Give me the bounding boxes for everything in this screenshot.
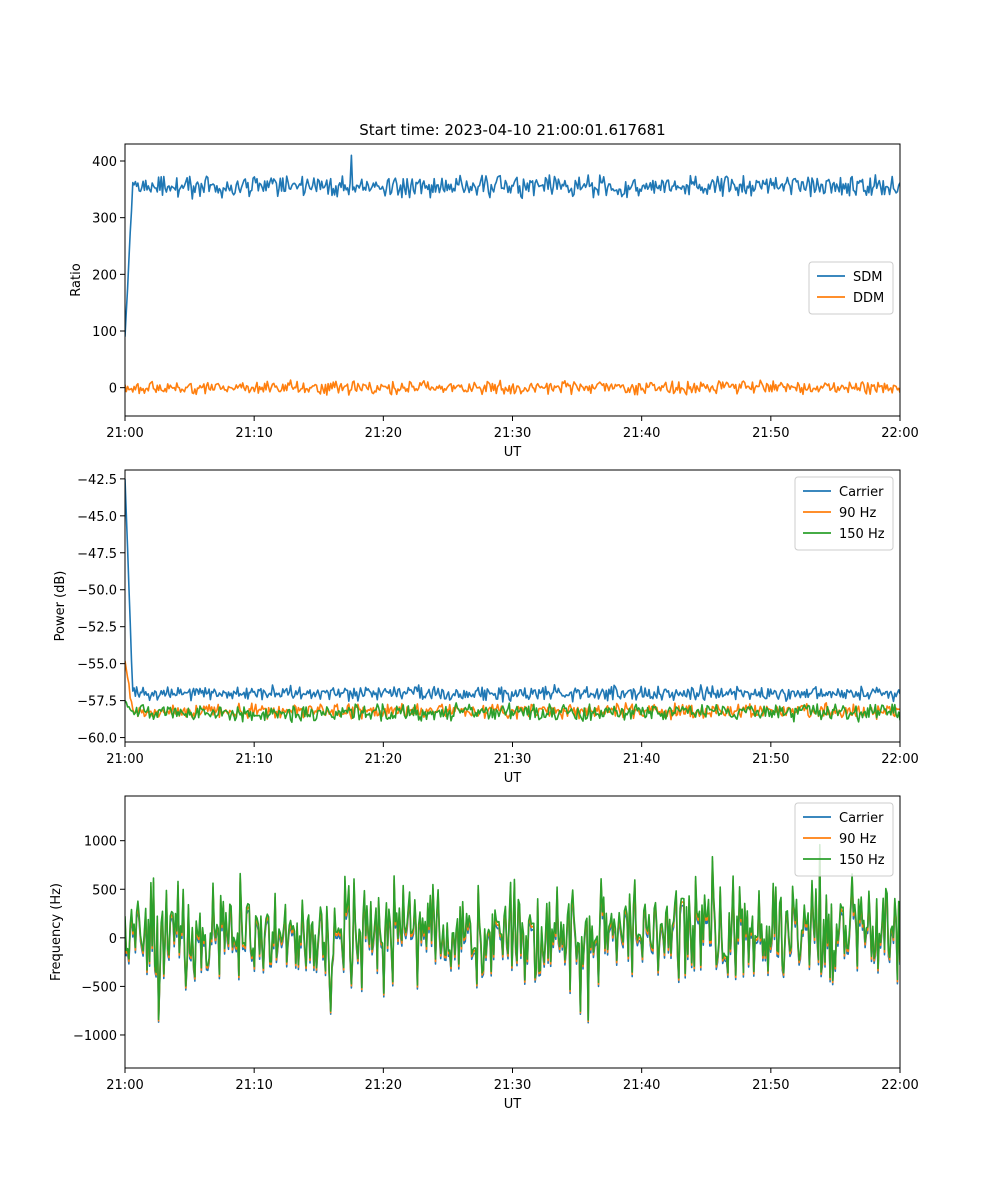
x-tick-label: 21:00 [106, 1078, 143, 1093]
series-line-150-hz [125, 843, 900, 1021]
legend-label: DDM [853, 291, 884, 306]
y-tick-label: −55.0 [77, 658, 117, 673]
x-tick-label: 21:40 [623, 426, 660, 441]
series-line-carrier [125, 478, 900, 703]
y-tick-label: 300 [92, 212, 117, 227]
legend: Carrier 90 Hz 150 Hz [794, 476, 894, 551]
x-axis-label: UT [504, 445, 522, 460]
x-tick-label: 21:30 [494, 752, 531, 767]
legend-box [808, 261, 894, 315]
legend: SDM DDM [808, 261, 894, 315]
y-tick-label: 500 [92, 883, 117, 898]
axes-frame [124, 469, 901, 743]
y-axis-label: Frequency (Hz) [49, 883, 64, 981]
x-axis-label: UT [504, 1097, 522, 1112]
y-tick-label: −42.5 [77, 473, 117, 488]
y-tick-label: 1000 [84, 835, 117, 850]
x-tick-label: 21:10 [235, 1078, 272, 1093]
x-axis-label: UT [504, 771, 522, 786]
legend-label: 150 Hz [839, 527, 885, 542]
y-tick-label: −47.5 [77, 547, 117, 562]
y-tick-label: −45.0 [77, 510, 117, 525]
subplots: 21:00 21:10 21:20 21:30 21:40 21:50 22:00 UT 0 10… [49, 143, 919, 1112]
x-tick-label: 21:00 [106, 752, 143, 767]
y-tick-label: 200 [92, 268, 117, 283]
axes-frame [124, 143, 901, 417]
y-tick-label: −60.0 [77, 732, 117, 747]
x-tick-label: 21:20 [365, 1078, 402, 1093]
legend-box [794, 476, 894, 551]
x-tick-label: 21:10 [235, 752, 272, 767]
figure-title: Start time: 2023-04-10 21:00:01.617681 [359, 121, 665, 139]
y-tick-label: −50.0 [77, 584, 117, 599]
legend-label: 90 Hz [839, 832, 876, 847]
subplot-3: 21:00 21:10 21:20 21:30 21:40 21:50 22:00 UT −10… [49, 795, 919, 1112]
x-tick-label: 21:30 [494, 1078, 531, 1093]
y-tick-label: 100 [92, 325, 117, 340]
x-tick-label: 21:10 [235, 426, 272, 441]
y-tick-label: 400 [92, 155, 117, 170]
x-tick-label: 22:00 [881, 426, 918, 441]
legend-label: 150 Hz [839, 853, 885, 868]
subplot-2: 21:00 21:10 21:20 21:30 21:40 21:50 22:00 UT −42… [53, 469, 919, 786]
x-tick-label: 21:20 [365, 752, 402, 767]
y-tick-label: −52.5 [77, 621, 117, 636]
x-tick-label: 21:50 [752, 752, 789, 767]
x-tick-label: 21:30 [494, 426, 531, 441]
y-tick-label: 0 [109, 932, 117, 947]
legend-label: SDM [853, 270, 882, 285]
y-tick-label: 0 [109, 382, 117, 397]
series-line-ddm [125, 379, 900, 396]
y-tick-label: −500 [81, 980, 117, 995]
legend-label: 90 Hz [839, 506, 876, 521]
x-tick-label: 22:00 [881, 1078, 918, 1093]
legend-label: Carrier [839, 811, 884, 826]
legend-label: Carrier [839, 485, 884, 500]
y-axis-label: Power (dB) [53, 571, 68, 642]
y-axis-label: Ratio [69, 263, 84, 296]
subplot-1: 21:00 21:10 21:20 21:30 21:40 21:50 22:00 UT 0 10… [69, 143, 919, 460]
x-tick-label: 21:20 [365, 426, 402, 441]
x-tick-label: 21:00 [106, 426, 143, 441]
series-line-sdm [125, 154, 900, 337]
y-tick-label: −1000 [73, 1029, 117, 1044]
x-tick-label: 22:00 [881, 752, 918, 767]
x-tick-label: 21:50 [752, 426, 789, 441]
x-tick-label: 21:40 [623, 1078, 660, 1093]
x-tick-label: 21:50 [752, 1078, 789, 1093]
legend-box [794, 802, 894, 877]
series-line-90-hz [125, 660, 900, 721]
series-line-150-hz [125, 700, 900, 724]
y-tick-label: −57.5 [77, 695, 117, 710]
x-tick-label: 21:40 [623, 752, 660, 767]
legend: Carrier 90 Hz 150 Hz [794, 802, 894, 877]
